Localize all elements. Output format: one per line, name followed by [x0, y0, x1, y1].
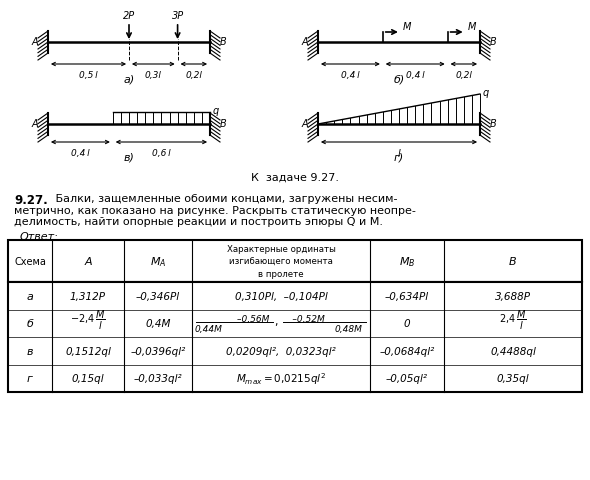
Text: Балки, защемленные обоими концами, загружены несим-: Балки, защемленные обоими концами, загру…	[52, 193, 398, 204]
Text: б: б	[27, 319, 34, 329]
Text: A: A	[301, 119, 309, 129]
Text: 0,4 l: 0,4 l	[406, 71, 425, 80]
Text: –0,346Pl: –0,346Pl	[136, 291, 180, 301]
Text: B: B	[490, 37, 496, 47]
Text: 0,310Pl,  –0,104Pl: 0,310Pl, –0,104Pl	[235, 291, 327, 301]
Text: 0: 0	[404, 319, 410, 329]
Text: A: A	[84, 256, 92, 266]
Text: –0,033ql²: –0,033ql²	[134, 373, 182, 384]
Text: 0,6 l: 0,6 l	[152, 149, 171, 157]
Text: A: A	[32, 119, 38, 129]
Text: метрично, как показано на рисунке. Раскрыть статическую неопре-: метрично, как показано на рисунке. Раскр…	[14, 205, 416, 215]
Text: в: в	[27, 346, 33, 356]
Text: 0,4488ql: 0,4488ql	[490, 346, 536, 356]
Text: 0,3l: 0,3l	[145, 71, 162, 80]
Text: 0,35ql: 0,35ql	[497, 373, 529, 384]
Text: 1,312P: 1,312P	[70, 291, 106, 301]
Text: Характерные ординаты
изгибающего момента
в пролете: Характерные ординаты изгибающего момента…	[227, 244, 336, 278]
Text: 9.27.: 9.27.	[14, 193, 48, 206]
Text: б): б)	[394, 75, 405, 85]
Text: $-2{,}4\,\dfrac{M}{l}$: $-2{,}4\,\dfrac{M}{l}$	[70, 308, 106, 331]
Text: $M_A$: $M_A$	[150, 254, 166, 268]
Text: 0,0209ql²,  0,0323ql²: 0,0209ql², 0,0323ql²	[226, 346, 336, 356]
Bar	[8, 240, 582, 392]
Text: 0,48M: 0,48M	[334, 324, 362, 333]
Text: в): в)	[123, 153, 135, 163]
Text: 0,2l: 0,2l	[185, 71, 202, 80]
Text: 0,1512ql: 0,1512ql	[65, 346, 111, 356]
Text: делимость, найти опорные реакции и построить эпюры Q и М.: делимость, найти опорные реакции и постр…	[14, 216, 383, 227]
Text: а): а)	[123, 75, 135, 85]
Text: 2P: 2P	[123, 11, 135, 21]
Text: $M_{max}=0{,}0215ql^2$: $M_{max}=0{,}0215ql^2$	[236, 371, 326, 386]
Text: 0,5 l: 0,5 l	[79, 71, 98, 80]
Text: 0,4 l: 0,4 l	[71, 149, 90, 157]
Text: M: M	[403, 22, 411, 32]
Text: К  задаче 9.27.: К задаче 9.27.	[251, 173, 339, 182]
Text: B: B	[219, 37, 227, 47]
Text: l: l	[398, 149, 401, 159]
Text: 3P: 3P	[172, 11, 183, 21]
Text: г: г	[27, 373, 33, 384]
Text: A: A	[301, 37, 309, 47]
Text: B: B	[490, 119, 496, 129]
Text: Схема: Схема	[14, 256, 46, 266]
Text: B: B	[219, 119, 227, 129]
Text: –0,56M        –0,52M: –0,56M –0,52M	[237, 314, 325, 323]
Text: 0,4 l: 0,4 l	[341, 71, 360, 80]
Text: $2{,}4\,\dfrac{M}{l}$: $2{,}4\,\dfrac{M}{l}$	[499, 308, 527, 331]
Text: 3,688P: 3,688P	[495, 291, 531, 301]
Text: $M_B$: $M_B$	[399, 254, 415, 268]
Text: 0,4M: 0,4M	[145, 319, 171, 329]
Text: q: q	[483, 88, 489, 98]
Text: –0,634Pl: –0,634Pl	[385, 291, 429, 301]
Text: г): г)	[394, 153, 404, 163]
Text: q: q	[213, 106, 219, 116]
Text: 0,15ql: 0,15ql	[72, 373, 104, 384]
Text: –0,0684ql²: –0,0684ql²	[379, 346, 435, 356]
Text: а: а	[27, 291, 34, 301]
Text: –0,0396ql²: –0,0396ql²	[130, 346, 186, 356]
Text: –0,05ql²: –0,05ql²	[386, 373, 428, 384]
Text: 0,2l: 0,2l	[455, 71, 472, 80]
Text: 0,44M: 0,44M	[194, 324, 222, 333]
Text: B: B	[509, 256, 517, 266]
Text: A: A	[32, 37, 38, 47]
Text: Ответ:: Ответ:	[20, 231, 59, 241]
Text: M: M	[468, 22, 476, 32]
Text: ,: ,	[274, 317, 278, 326]
